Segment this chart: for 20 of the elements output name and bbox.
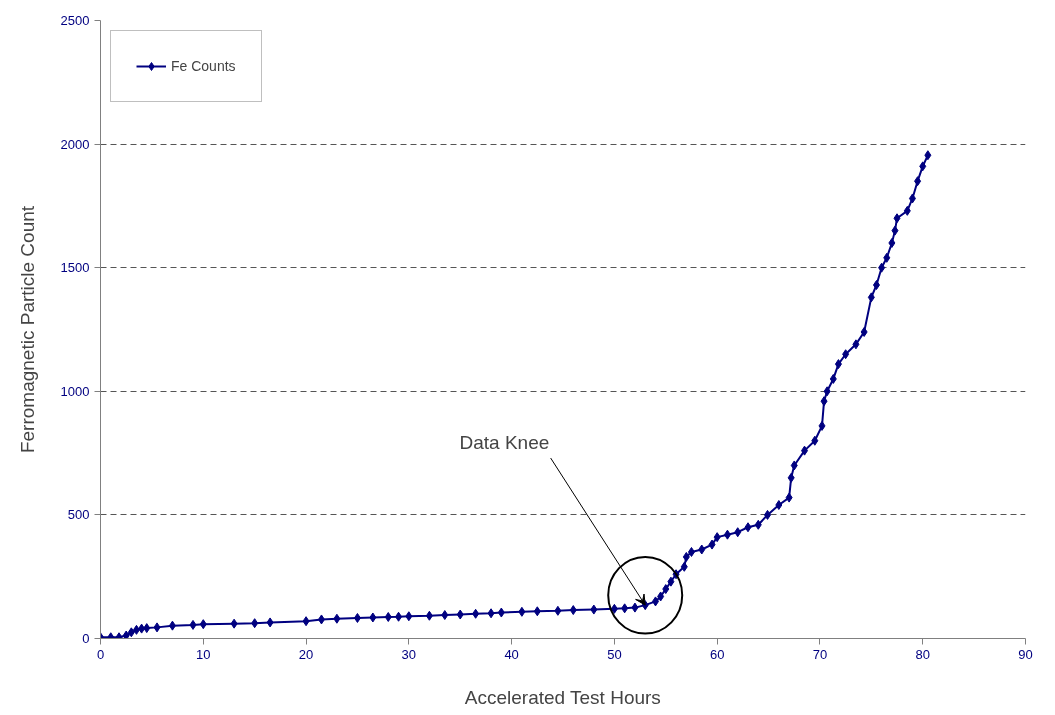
y-tick-label: 0 bbox=[82, 631, 90, 646]
x-tick-label: 10 bbox=[196, 646, 211, 662]
x-tick-label: 70 bbox=[812, 646, 828, 662]
legend-label: Fe Counts bbox=[171, 58, 236, 74]
x-tick-label: 30 bbox=[401, 646, 417, 662]
y-tick-label: 2000 bbox=[60, 136, 90, 152]
x-tick-label: 60 bbox=[709, 646, 725, 662]
y-tick-label: 1000 bbox=[60, 383, 90, 399]
annotation: Data Knee bbox=[459, 432, 550, 454]
x-tick-label: 50 bbox=[607, 646, 622, 662]
y-axis-title: Ferromagnetic Particle Count bbox=[16, 205, 38, 454]
y-tick-label: 500 bbox=[67, 507, 90, 523]
x-tick-label: 80 bbox=[915, 646, 930, 662]
x-tick-label: 90 bbox=[1018, 646, 1033, 662]
y-tick-label: 1500 bbox=[60, 260, 90, 276]
y-tick-label: 2500 bbox=[60, 13, 90, 28]
x-tick-label: 0 bbox=[96, 646, 105, 662]
x-tick-label: 40 bbox=[504, 646, 519, 662]
x-tick-label: 20 bbox=[298, 646, 314, 662]
x-axis-title: Accelerated Test Hours bbox=[464, 686, 661, 708]
